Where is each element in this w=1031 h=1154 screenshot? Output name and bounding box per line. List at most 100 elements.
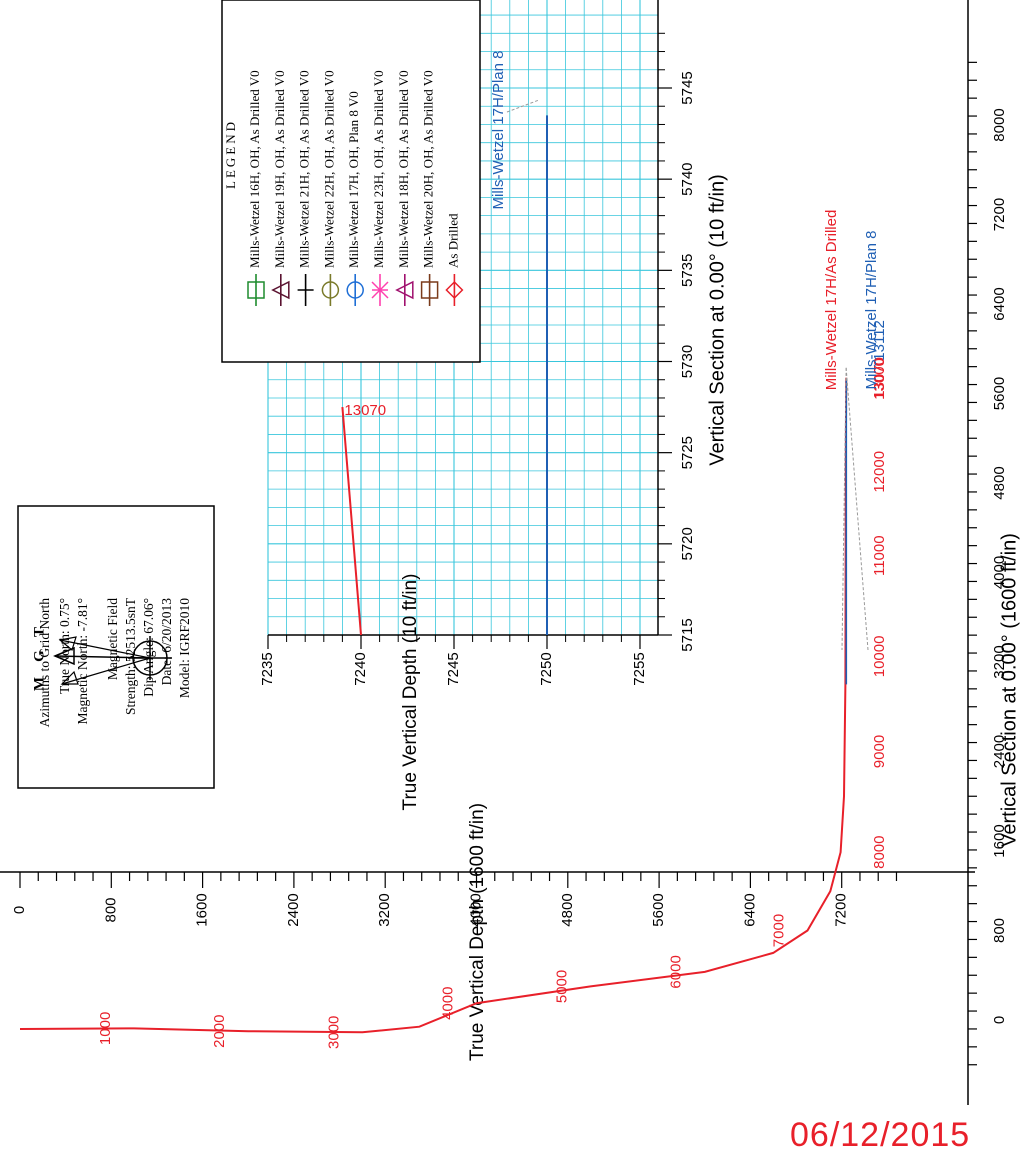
md-label: 13000 [871,358,888,400]
legend-label: Mills-Wetzel 22H, OH, As Drilled V0 [321,70,336,268]
tvd-tick-label: 800 [102,897,119,922]
legend-marker-circle-icon [346,281,364,299]
north-arrow-m-label: M [31,677,47,691]
inset-md-label: 13070 [344,402,386,419]
inset-vs-tick-label: 5725 [679,436,696,469]
tvd-tick-label: 6400 [741,893,758,926]
tvd-axis-label: True Vertical Depth (1600 ft/in) [467,803,488,1061]
inset-tvd-tick-label: 7255 [631,652,648,685]
legend-label: Mills-Wetzel 17H, OH, Plan 8 V0 [346,91,361,268]
inset-tvd-tick-label: 7235 [259,652,276,685]
md-label: 3000 [325,1016,342,1049]
vs-tick-label: 0 [991,1016,1008,1024]
legend-label: Mills-Wetzel 16H, OH, As Drilled V0 [247,70,262,268]
tvd-tick-label: 4000 [467,893,484,926]
inset-as-drilled-line [341,407,362,636]
md-label: 5000 [554,970,571,1003]
legend-marker-square-icon [247,281,265,299]
legend-marker-diamond-icon [445,280,464,300]
vs-axis-label: Vertical Section at 0.00° (1600 ft/in) [998,533,1020,847]
main-plot: 0 800 1600 2400 3200 4000 4800 5600 6400 7200 8000… [0,0,1020,1105]
legend-label: As Drilled [445,213,460,268]
info-line: Strength: 52513.5snT [123,597,138,715]
north-arrow-m-head [60,670,79,685]
tvd-tick-label: 7200 [833,893,850,926]
inset-tvd-tick-label: 7240 [352,652,369,685]
inset-tvd-tick-label: 7250 [538,652,555,685]
north-arrow-g [54,655,151,659]
inset-tvd-tick-label: 7245 [445,652,462,685]
legend-label: Mills-Wetzel 18H, OH, As Drilled V0 [396,70,411,268]
north-arrow-t-label: T [31,627,47,637]
as-drilled-series-label: Mills-Wetzel 17H/As Drilled [823,210,840,391]
vs-tick-label: 7200 [991,198,1008,231]
vs-tick-label: 3200 [991,645,1008,678]
inset-vs-tick-label: 5740 [679,162,696,195]
md-label: 13112 [871,320,888,361]
legend-frame [221,0,481,363]
inset-vs-tick-label: 5715 [679,618,696,651]
as-drilled-callout-line [841,367,847,651]
info-line: True North: 0.75° [57,598,72,694]
north-arrow-t [59,639,151,659]
tvd-tick-label: 3200 [376,893,393,926]
vs-tick-label: 4800 [991,466,1008,499]
md-label: 10000 [871,636,888,678]
info-line: Magnetic Field [105,598,120,680]
info-line: Date: 6/20/2013 [159,598,174,686]
md-label: 4000 [439,987,456,1020]
north-arrow-t-head [58,636,77,652]
info-line: Magnetic North: -7.81° [75,598,90,725]
vs-tick-label: 1600 [991,824,1008,857]
info-line: Dip Angle: 67.06° [141,598,156,697]
vs-tick-label: 4000 [991,556,1008,589]
legend-label: Mills-Wetzel 20H, OH, As Drilled V0 [421,70,436,268]
legend-box: LEGEND Mills-Wetzel 16H, OH, As Drilled V… [221,0,481,363]
inset-vs-axis-label: Vertical Section at 0.00° (10 ft/in) [706,174,728,465]
info-line: Azimuths to Grid North [37,598,52,728]
north-arrow-icon: T G M [31,627,172,691]
tvd-tick-label: 4800 [559,893,576,926]
md-label: 11000 [871,535,888,576]
north-arrow-g-head [53,646,75,666]
legend-label: Mills-Wetzel 21H, OH, As Drilled V0 [297,70,312,268]
vs-tick-label: 6400 [991,287,1008,320]
md-label: 6000 [668,955,685,988]
inset-plan-series-label: Mills-Wetzel 17H/Plan 8 [490,51,507,210]
vs-tick-label: 5600 [991,377,1008,410]
md-label: 7000 [770,914,787,947]
vs-tick-label: 2400 [991,735,1008,768]
legend-marker-triangle-icon [395,280,414,300]
md-label: 12000 [871,451,888,493]
md-label: 1000 [97,1012,114,1045]
inset-vs-tick-label: 5730 [679,345,696,378]
inset-vs-tick-label: 5735 [679,254,696,287]
tvd-tick-label: 1600 [194,893,211,926]
info-box-frame [17,505,215,789]
plan-callout-line [845,367,869,651]
tvd-tick-label: 2400 [285,893,302,926]
north-arrow-g-label: G [31,650,47,662]
legend-title: LEGEND [223,119,238,189]
md-label: 13070 [871,357,888,399]
inset-vs-tick-label: 5720 [679,527,696,560]
tvd-tick-label: 5600 [650,893,667,926]
legend-marker-star-icon [371,281,389,299]
inset-vs-tick-label: 5745 [679,71,696,104]
as-drilled-line [19,377,848,1034]
vs-tick-label: 8000 [991,108,1008,141]
md-label: 2000 [211,1015,228,1048]
inset-tvd-axis-label: True Vertical Depth (10 ft/in) [400,574,421,811]
legend-marker-circle-icon [321,281,340,299]
tvd-tick-label: 0 [11,906,28,914]
legend-marker-triangle-icon [271,280,290,300]
md-label: 8000 [871,836,888,869]
legend-marker-square-icon [420,281,439,299]
inset-callout-line [506,99,540,113]
plan-series-label: Mills-Wetzel 17H/Plan 8 [863,231,880,390]
legend-label: Mills-Wetzel 23H, OH, As Drilled V0 [371,70,386,268]
date-stamp: 06/12/2015 [790,1116,971,1154]
legend-label: Mills-Wetzel 19H, OH, As Drilled V0 [272,70,287,268]
